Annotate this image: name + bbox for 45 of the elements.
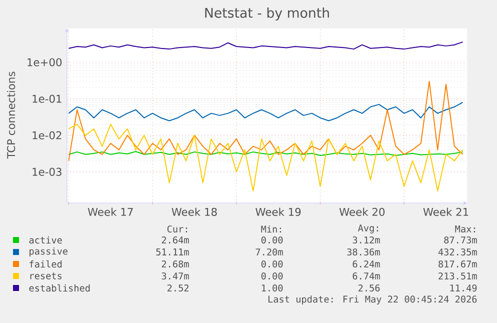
chart-title: Netstat - by month xyxy=(205,8,329,20)
line-series xyxy=(68,102,464,122)
text: 2.52 xyxy=(168,284,188,292)
text: 11.49 xyxy=(450,284,477,292)
y-axis-title: TCP connections xyxy=(6,72,16,159)
line-series xyxy=(68,41,464,50)
text: 432.35m xyxy=(438,248,477,256)
text: 6.24m xyxy=(352,260,380,268)
text: 7.20m xyxy=(256,248,283,256)
text: Min: xyxy=(261,225,282,233)
text: 87.73m xyxy=(444,236,477,244)
x-tick-label: Week 18 xyxy=(172,208,217,216)
x-tick-label: Week 19 xyxy=(256,208,301,216)
text: Avg: xyxy=(358,224,378,234)
line-series xyxy=(68,124,464,192)
x-tick-label: Week 17 xyxy=(88,208,133,216)
legend-label: established xyxy=(29,284,90,292)
text: 2.56 xyxy=(358,284,380,292)
text: 0.00 xyxy=(261,272,283,280)
x-tick-label: Week 20 xyxy=(339,208,385,216)
text: Last update: Fri May 22 00:45:24 2026 xyxy=(268,295,477,305)
legend-label: passive xyxy=(30,247,68,257)
legend-label: active xyxy=(29,236,62,244)
line-series xyxy=(68,80,464,162)
legend-label: failed xyxy=(30,260,62,268)
text: 817.67m xyxy=(438,260,477,268)
text: 51.11m xyxy=(156,248,189,256)
text: Cur: xyxy=(167,225,188,233)
y-tick-label: 1e-03 xyxy=(32,168,62,176)
text: 3.47m xyxy=(162,272,189,280)
x-tick-label: Week 21 xyxy=(423,208,468,216)
text: 38.36m xyxy=(347,248,380,256)
text: 213.51m xyxy=(438,272,477,280)
text: 0.00 xyxy=(261,236,283,244)
text: Max: xyxy=(455,226,476,232)
text: 3.12m xyxy=(352,236,380,244)
text: 2.64m xyxy=(162,236,189,244)
text: 6.74m xyxy=(352,272,380,280)
y-tick-label: 1e-02 xyxy=(32,131,62,140)
text: 0.00 xyxy=(261,260,283,268)
text: 1.00 xyxy=(262,284,283,292)
legend-label: resets xyxy=(30,272,62,280)
y-tick-label: 1e-01 xyxy=(32,94,62,103)
y-tick-label: 1e+00 xyxy=(28,58,62,66)
text: 2.68m xyxy=(162,260,189,268)
